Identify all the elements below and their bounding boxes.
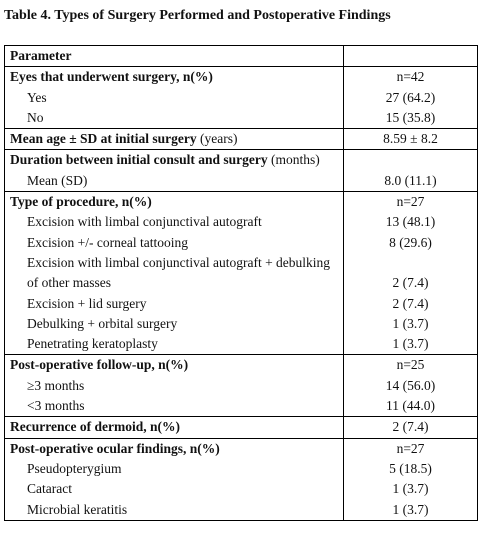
value-cell [344, 150, 478, 171]
sub-row: Excision +/- corneal tattooing 8 (29.6) [4, 232, 478, 253]
heading-text: Recurrence of dermoid, n(%) [10, 419, 180, 435]
sub-value: 8 (29.6) [389, 234, 432, 250]
heading-cell: Mean age ± SD at initial surgery (years) [4, 128, 344, 150]
sub-value: 14 (56.0) [385, 377, 436, 393]
sub-row: Cataract 1 (3.7) [4, 479, 478, 500]
sub-row: <3 months 11 (44.0) [4, 396, 478, 417]
section-heading-row: Eyes that underwent surgery, n(%) n=42 [4, 66, 478, 88]
value-text: n=27 [396, 440, 425, 456]
value-text: n=42 [396, 69, 425, 85]
sub-label: Cataract [4, 479, 344, 500]
section-heading-row: Type of procedure, n(%) n=27 [4, 191, 478, 213]
sub-row: Excision with limbal conjunctival autogr… [4, 212, 478, 233]
sub-label: No [4, 107, 344, 129]
value-text: n=25 [396, 357, 425, 373]
value-text: 2 (7.4) [392, 419, 429, 435]
value-cell: n=27 [344, 438, 478, 459]
sub-label: Excision +/- corneal tattooing [4, 232, 344, 253]
sub-value: 15 (35.8) [385, 109, 436, 125]
heading-cell: Duration between initial consult and sur… [4, 149, 344, 171]
header-group: Parameter [4, 45, 478, 67]
sub-value: 1 (3.7) [392, 315, 429, 331]
section: Type of procedure, n(%) n=27 Excision with… [4, 191, 478, 355]
heading-text: Duration between initial consult and sur… [10, 152, 268, 168]
sub-row: Pseudopterygium 5 (18.5) [4, 458, 478, 480]
value-cell: 2 (7.4) [344, 417, 478, 438]
table-title: Table 4. Types of Surgery Performed and … [4, 8, 391, 23]
heading-text: Eyes that underwent surgery, n(%) [10, 69, 213, 85]
section-heading-row: Duration between initial consult and sur… [4, 149, 478, 171]
value-cell: n=42 [344, 67, 478, 88]
sub-row: Penetrating keratoplasty 1 (3.7) [4, 334, 478, 355]
unit-text: (months) [271, 152, 320, 168]
section: Recurrence of dermoid, n(%) 2 (7.4) [4, 416, 478, 439]
heading-cell: Post-operative follow-up, n(%) [4, 354, 344, 376]
findings-table: Parameter Eyes that underwent surgery, n… [4, 45, 478, 521]
value-cell: n=27 [344, 192, 478, 213]
sub-value: 2 (7.4) [392, 295, 429, 311]
sub-value: 2 (7.4) [392, 275, 429, 291]
section-heading-row: Recurrence of dermoid, n(%) 2 (7.4) [4, 416, 478, 439]
heading-cell: Post-operative ocular findings, n(%) [4, 438, 344, 459]
sub-value: 27 (64.2) [385, 89, 436, 105]
sub-label: ≥3 months [4, 375, 344, 397]
section-heading-row: Post-operative ocular findings, n(%) n=27 [4, 438, 478, 459]
value-text: 8.59 ± 8.2 [383, 131, 438, 147]
sub-value: 13 (48.1) [385, 214, 436, 230]
sub-row: Debulking + orbital surgery 1 (3.7) [4, 313, 478, 335]
value-cell: n=25 [344, 355, 478, 376]
header-cell: Parameter [4, 45, 344, 67]
sub-label: Mean (SD) [4, 170, 344, 192]
sub-row: ≥3 months 14 (56.0) [4, 375, 478, 397]
sub-value: 1 (3.7) [392, 336, 429, 352]
value-cell: 8.59 ± 8.2 [344, 129, 478, 150]
section: Post-operative follow-up, n(%) n=25 ≥3 mon… [4, 354, 478, 417]
sub-row: Yes 27 (64.2) [4, 87, 478, 108]
sub-value: 1 (3.7) [392, 501, 429, 517]
heading-cell: Recurrence of dermoid, n(%) [4, 416, 344, 439]
heading-cell: Eyes that underwent surgery, n(%) [4, 66, 344, 88]
sub-label: Microbial keratitis [4, 499, 344, 521]
sub-row: Excision + lid surgery 2 (7.4) [4, 293, 478, 314]
section: Eyes that underwent surgery, n(%) n=42 Yes… [4, 66, 478, 129]
sub-row: Mean (SD) 8.0 (11.1) [4, 170, 478, 192]
heading-cell: Type of procedure, n(%) [4, 191, 344, 213]
heading-text: Post-operative follow-up, n(%) [10, 357, 189, 373]
section: Post-operative ocular findings, n(%) n=27… [4, 438, 478, 521]
heading-text: Post-operative ocular findings, n(%) [10, 440, 220, 456]
sub-label: Pseudopterygium [4, 458, 344, 480]
sub-label: Excision with limbal conjunctival autogr… [4, 212, 344, 233]
sub-value: 11 (44.0) [386, 398, 435, 414]
sub-label: <3 months [4, 396, 344, 417]
header-row: Parameter [4, 45, 478, 67]
sub-label: Debulking + orbital surgery [4, 313, 344, 335]
header-cell [344, 46, 478, 67]
sub-row: Excision with limbal conjunctival autogr… [4, 252, 478, 294]
section-heading-row: Post-operative follow-up, n(%) n=25 [4, 354, 478, 376]
heading-text: Type of procedure, n(%) [10, 194, 152, 210]
sub-label: Yes [4, 87, 344, 108]
sub-label: Penetrating keratoplasty [4, 334, 344, 355]
sub-value: 5 (18.5) [389, 460, 432, 476]
section-heading-row: Mean age ± SD at initial surgery (years)… [4, 128, 478, 150]
unit-text: (years) [200, 131, 238, 147]
section: Duration between initial consult and sur… [4, 149, 478, 192]
sub-row: No 15 (35.8) [4, 107, 478, 129]
value-text: n=27 [396, 194, 425, 210]
sub-label: Excision with limbal conjunctival autogr… [4, 252, 344, 294]
sub-value: 8.0 (11.1) [384, 172, 437, 188]
heading-text: Mean age ± SD at initial surgery [10, 131, 197, 147]
sub-value: 1 (3.7) [392, 481, 429, 497]
sub-label: Excision + lid surgery [4, 293, 344, 314]
section: Mean age ± SD at initial surgery (years)… [4, 128, 478, 150]
sub-row: Microbial keratitis 1 (3.7) [4, 499, 478, 521]
